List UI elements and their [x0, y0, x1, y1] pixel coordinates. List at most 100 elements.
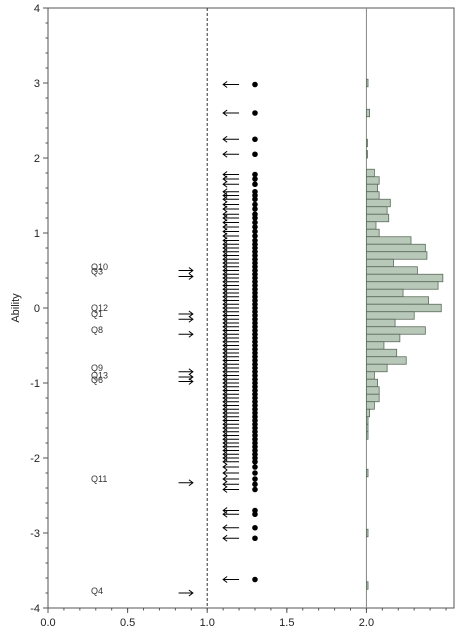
- person-arrow-head: [222, 480, 228, 488]
- histogram-bar: [366, 468, 369, 478]
- histogram-bar: [366, 341, 385, 350]
- person-point: [252, 201, 258, 208]
- histogram-bar: [366, 386, 380, 395]
- y-axis-label: Ability: [10, 293, 22, 323]
- histogram-bar: [366, 191, 380, 200]
- item-label: Q9: [91, 363, 103, 373]
- ability-histogram: [366, 78, 444, 590]
- histogram-bar: [366, 296, 429, 305]
- person-point: [252, 486, 258, 493]
- x-tick-label: 1.0: [200, 617, 215, 629]
- arrow-head: [188, 589, 194, 597]
- person-point: [252, 171, 258, 178]
- person-point: [252, 535, 258, 542]
- person-arrow-head: [222, 458, 228, 466]
- x-axis: 0.0 0.5 1.0 1.5 2.0: [40, 608, 447, 629]
- histogram-bar: [366, 356, 407, 365]
- item-label: Q13: [91, 371, 108, 381]
- histogram-bar: [366, 198, 391, 208]
- item-label: Q8: [91, 325, 103, 335]
- person-point: [252, 181, 258, 188]
- histogram-bar: [366, 431, 369, 440]
- x-tick-label: 1.5: [279, 617, 294, 629]
- histogram-bar: [366, 401, 375, 410]
- person-arrow-head: [222, 524, 228, 532]
- arrow-head: [188, 310, 194, 318]
- arrow-head: [188, 368, 194, 376]
- histogram-bar: [366, 288, 404, 298]
- item-label: Q3: [91, 266, 103, 276]
- person-point: [252, 110, 258, 116]
- person-arrow-head: [222, 463, 228, 471]
- y-axis: -4 -3 -2 -1 0 1 2 3 4: [30, 3, 48, 615]
- person-point: [252, 524, 258, 531]
- x-tick-label: 0.0: [40, 617, 55, 629]
- histogram-bar: [366, 326, 426, 335]
- y-tick-label: 4: [34, 3, 40, 15]
- histogram-bar: [366, 168, 375, 178]
- histogram-bar: [366, 213, 390, 223]
- histogram-bar: [366, 318, 396, 328]
- y-tick-label: 2: [34, 153, 40, 165]
- arrow-head: [188, 378, 194, 385]
- histogram-bar: [366, 581, 369, 590]
- person-point: [252, 481, 258, 488]
- person-arrow-head: [222, 205, 228, 213]
- histogram-bar: [366, 183, 378, 193]
- histogram-bar: [366, 243, 426, 253]
- histogram-bar: [366, 176, 380, 185]
- arrow-head: [188, 315, 194, 323]
- person-arrow-head: [222, 469, 228, 477]
- person-arrow-head: [222, 109, 228, 117]
- item-label: Q11: [91, 474, 107, 484]
- histogram-bar: [366, 348, 398, 358]
- histogram-bar: [366, 266, 418, 275]
- person-arrow-head: [222, 534, 228, 542]
- histogram-bar: [366, 221, 377, 230]
- arrow-head: [188, 479, 194, 487]
- person-arrow-head: [222, 81, 228, 88]
- histogram-bar: [366, 281, 439, 290]
- person-arrow-head: [222, 576, 228, 583]
- person-point: [252, 206, 258, 212]
- y-tick-label: 1: [34, 228, 40, 240]
- x-tick-label: 2.0: [359, 617, 374, 629]
- person-point: [252, 224, 258, 230]
- person-point: [252, 219, 258, 226]
- histogram-bar: [366, 206, 388, 215]
- person-arrow-head: [222, 135, 228, 143]
- histogram-bar: [366, 236, 412, 245]
- item-label: Q10: [91, 262, 108, 272]
- y-tick-label: -2: [30, 453, 40, 465]
- histogram-bar: [366, 78, 369, 88]
- histogram-bar: [366, 150, 368, 159]
- y-tick-label: -3: [30, 528, 40, 540]
- arrow-head: [188, 267, 194, 274]
- person-point: [252, 470, 258, 476]
- person-arrow-head: [222, 475, 228, 483]
- arrow-head: [188, 330, 194, 338]
- histogram-bar: [366, 303, 442, 313]
- histogram-bar: [366, 228, 380, 238]
- histogram-bar: [366, 393, 380, 403]
- y-tick-label: 3: [34, 78, 40, 90]
- person-point: [252, 464, 258, 470]
- histogram-bar: [366, 251, 428, 260]
- person-point: [252, 511, 258, 518]
- histogram-bar: [366, 423, 369, 433]
- person-arrow-head: [222, 510, 228, 518]
- item-label: Q1: [91, 309, 103, 319]
- histogram-bar: [366, 311, 415, 320]
- histogram-bar: [366, 258, 394, 268]
- arrow-head: [188, 273, 194, 280]
- item-arrows: [178, 267, 194, 597]
- person-point: [252, 215, 258, 221]
- histogram-bar: [366, 408, 371, 418]
- person-point: [252, 151, 258, 158]
- person-arrow-head: [222, 150, 228, 158]
- y-tick-label: -1: [30, 378, 40, 390]
- histogram-bar: [366, 528, 369, 538]
